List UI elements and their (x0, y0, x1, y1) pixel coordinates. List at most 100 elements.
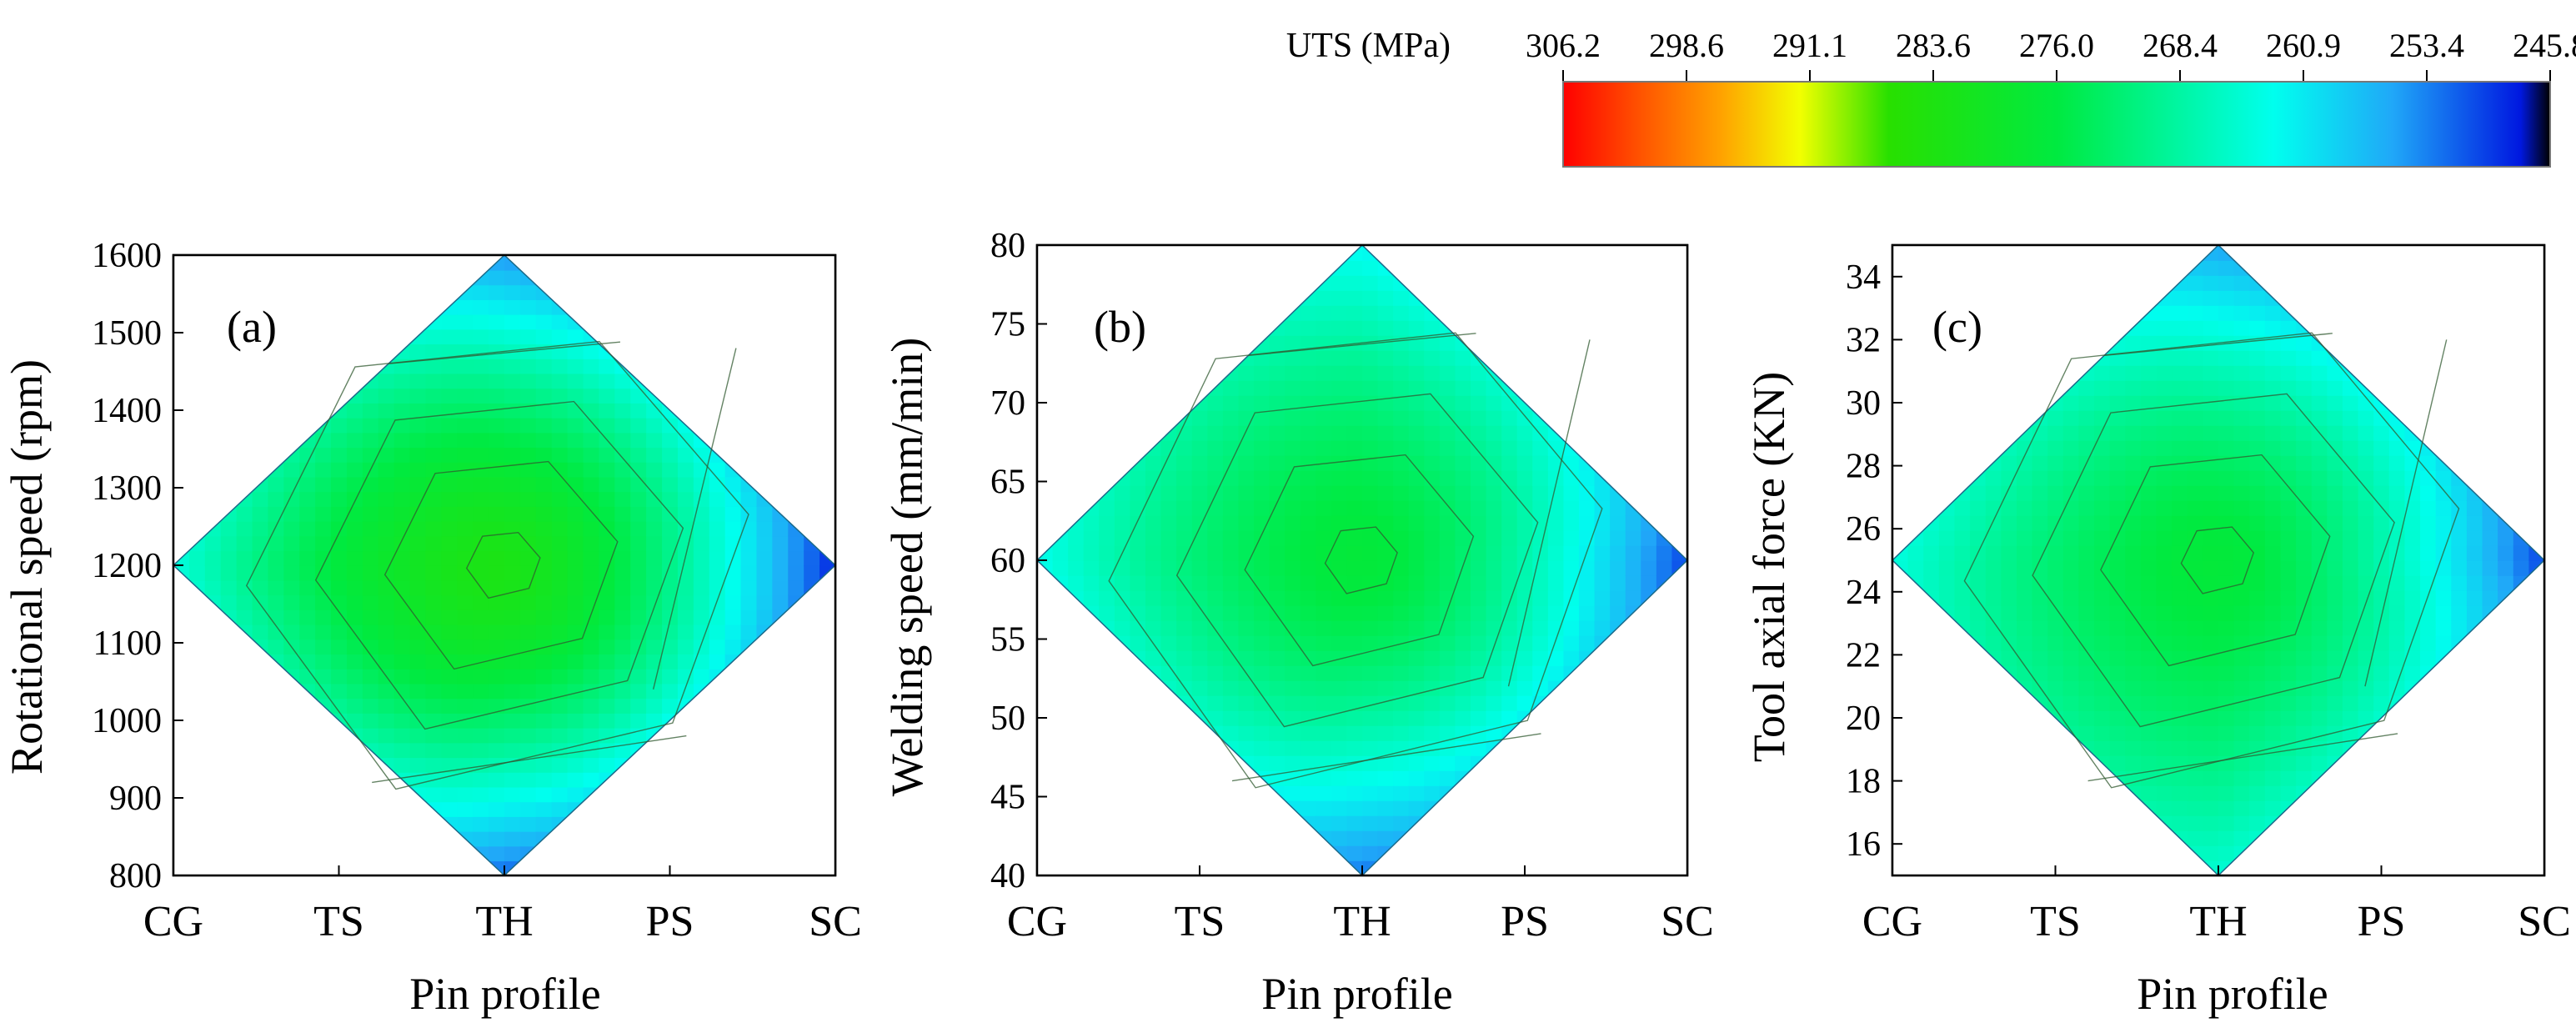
x-ticks-a: CG TS TH PS SC (143, 865, 862, 945)
surface-cell (1985, 590, 2002, 606)
surface-cell (693, 447, 710, 463)
surface-cell (2233, 275, 2251, 291)
surface-cell (519, 669, 537, 684)
surface-cell (1486, 680, 1502, 696)
surface-cell (346, 669, 363, 684)
surface-cell (2062, 485, 2080, 501)
surface-cell (441, 624, 459, 640)
surface-cell (1486, 455, 1502, 471)
surface-cell (646, 432, 663, 449)
surface-cell (2140, 335, 2158, 351)
surface-cell (1547, 500, 1565, 516)
surface-cell (2233, 590, 2251, 606)
surface-cell (2342, 515, 2359, 531)
surface-cell (1408, 755, 1426, 771)
surface-cell (1439, 650, 1456, 666)
surface-cell (393, 535, 411, 552)
contour-line (1324, 526, 1398, 594)
surface-cell (457, 373, 474, 389)
surface-cell (535, 816, 553, 832)
surface-cell (2047, 650, 2064, 666)
surface-cell (535, 506, 553, 522)
surface-cell (1238, 455, 1255, 471)
surface-cell (1207, 395, 1224, 411)
surface-cell (583, 550, 600, 566)
surface-cell (2032, 620, 2048, 636)
surface-cell (2249, 425, 2266, 441)
surface-cell (220, 535, 238, 552)
surface-cell (2187, 335, 2204, 351)
surface-cell (441, 462, 459, 478)
surface-cell (473, 757, 489, 773)
surface-cell (2172, 485, 2188, 501)
surface-cell (2172, 710, 2188, 726)
surface-cell (2078, 440, 2095, 456)
surface-cell (1408, 455, 1426, 471)
surface-cell (2203, 440, 2219, 456)
surface-cell (551, 462, 569, 478)
surface-cell (630, 654, 647, 669)
y-tick-label: 22 (1846, 636, 1881, 674)
surface-cell (489, 683, 505, 700)
surface-cell (1408, 410, 1426, 426)
surface-cell (2327, 365, 2343, 381)
surface-cell (583, 535, 600, 552)
surface-cell (1362, 680, 1379, 696)
surface-cell (662, 698, 679, 714)
y-tick-label: 1000 (92, 702, 162, 740)
surface-cell (2404, 485, 2421, 501)
surface-cell (599, 565, 616, 581)
surface-cell (599, 417, 616, 434)
surface-cell (378, 520, 395, 537)
surface-cell (1254, 590, 1270, 606)
surface-cell (1439, 680, 1456, 696)
surface-cell (1346, 590, 1363, 606)
surface-cell (599, 624, 616, 640)
y-tick-label: 1600 (92, 237, 162, 275)
surface-cell (1331, 335, 1348, 351)
surface-cell (567, 520, 584, 537)
surface-cell (1331, 740, 1348, 756)
surface-cell (2218, 500, 2235, 516)
surface-cell (535, 786, 553, 803)
plot-area-b (1035, 243, 1689, 877)
surface-cell (1970, 485, 1987, 501)
surface-cell (1516, 635, 1534, 651)
surface-cell (2156, 350, 2173, 366)
surface-cell (378, 639, 395, 655)
surface-cell (1222, 515, 1240, 531)
surface-cell (1285, 620, 1301, 636)
surface-cell (2172, 560, 2188, 576)
surface-cell (2264, 710, 2282, 726)
surface-cell (1393, 470, 1410, 486)
surface-cell (1985, 635, 2002, 651)
surface-cell (662, 683, 679, 700)
surface-cell (709, 462, 726, 478)
surface-cell (2187, 785, 2204, 801)
surface-cell (2342, 380, 2359, 396)
surface-cell (362, 713, 379, 729)
surface-cell (362, 683, 379, 700)
surface-cell (1471, 530, 1487, 546)
surface-cell (1439, 500, 1456, 516)
surface-cell (2094, 515, 2111, 531)
surface-cell (2451, 590, 2468, 606)
surface-cell (1501, 410, 1518, 426)
surface-cell (346, 654, 363, 669)
surface-cell (551, 313, 569, 330)
surface-cell (1254, 365, 1270, 381)
surface-cell (504, 801, 521, 817)
surface-cell (567, 698, 584, 714)
surface-cell (299, 506, 316, 522)
surface-cell (1068, 530, 1085, 546)
surface-cell (2218, 635, 2235, 651)
surface-cell (1393, 560, 1410, 576)
surface-cell (2264, 800, 2282, 816)
surface-cell (1501, 695, 1518, 711)
surface-cell (1455, 665, 1471, 681)
surface-cell (1563, 575, 1580, 591)
surface-cell (2203, 665, 2219, 681)
surface-cell (473, 343, 489, 359)
surface-cell (2203, 365, 2219, 381)
surface-cell (2094, 455, 2111, 471)
